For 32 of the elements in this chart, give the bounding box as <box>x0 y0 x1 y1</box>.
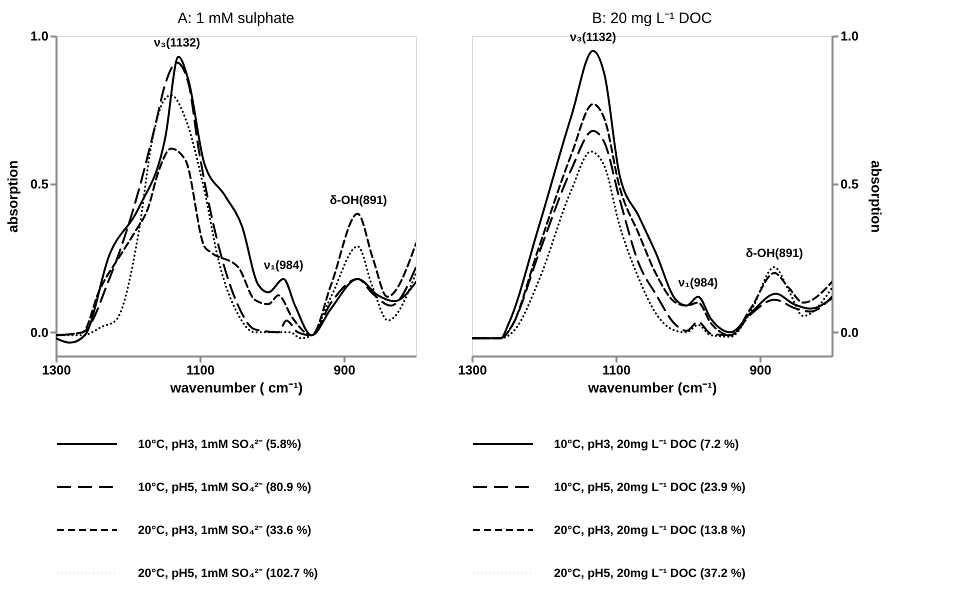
legend-label: 20°C, pH3, 1mM SO₄²⁻ (33.6 %) <box>138 523 312 537</box>
x-tick-label: 1100 <box>186 362 215 378</box>
y-tick-label: 1.0 <box>840 28 859 44</box>
annotation: δ-OH(891) <box>330 192 388 207</box>
y-tick-label: 0.0 <box>30 324 48 340</box>
x-tick-label: 1100 <box>602 362 631 378</box>
legend-label: 20°C, pH3, 20mg L⁻¹ DOC (13.8 %) <box>554 523 746 537</box>
chart-title: B: 20 mg L⁻¹ DOC <box>592 10 712 27</box>
chart-title: A: 1 mM sulphate <box>178 10 294 27</box>
y-axis-title: absorption <box>868 160 885 233</box>
x-axis-title: wavenumber ( cm⁻¹) <box>169 380 303 396</box>
y-tick-label: 0.5 <box>840 176 859 192</box>
y-tick-label: 0.5 <box>30 176 48 192</box>
y-tick-label: 1.0 <box>30 28 48 44</box>
annotation: ν₁(984) <box>264 258 304 272</box>
legend-label: 20°C, pH5, 20mg L⁻¹ DOC (37.2 %) <box>554 566 746 580</box>
x-tick-label: 900 <box>334 362 356 378</box>
annotation: ν₁(984) <box>678 276 718 290</box>
annotation: ν₃(1132) <box>154 36 200 50</box>
annotation: δ-OH(891) <box>746 246 804 260</box>
legend-label: 10°C, pH3, 1mM SO₄²⁻ (5.8%) <box>138 437 302 451</box>
legend-label: 20°C, pH5, 1mM SO₄²⁻ (102.7 %) <box>138 566 318 580</box>
x-tick-label: 1300 <box>458 362 487 378</box>
y-axis-title: absorption <box>4 160 20 233</box>
legend-label: 10°C, pH5, 1mM SO₄²⁻ (80.9 %) <box>138 480 312 494</box>
annotation: ν₃(1132) <box>570 30 616 44</box>
legend-label: 10°C, pH5, 20mg L⁻¹ DOC (23.9 %) <box>554 480 746 494</box>
x-tick-label: 1300 <box>42 362 71 378</box>
x-tick-label: 900 <box>750 362 772 378</box>
x-axis-title: wavenumber (cm⁻¹) <box>587 380 717 396</box>
y-tick-label: 0.0 <box>840 324 859 340</box>
legend-label: 10°C, pH3, 20mg L⁻¹ DOC (7.2 %) <box>554 437 739 451</box>
